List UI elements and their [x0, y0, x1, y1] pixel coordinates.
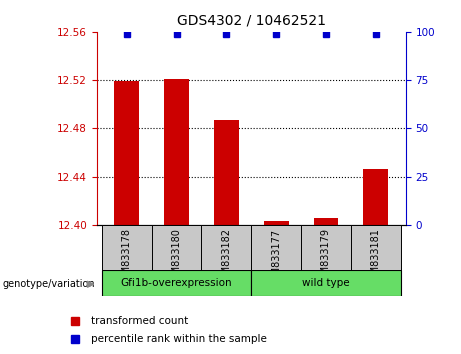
- Bar: [164, 79, 189, 225]
- Text: GSM833182: GSM833182: [221, 228, 231, 287]
- Text: wild type: wild type: [302, 278, 350, 288]
- Text: transformed count: transformed count: [90, 316, 188, 326]
- Bar: [251, 225, 301, 271]
- Text: Gfi1b-overexpression: Gfi1b-overexpression: [121, 278, 232, 288]
- Text: GSM833181: GSM833181: [371, 228, 381, 287]
- Text: genotype/variation: genotype/variation: [2, 279, 95, 289]
- Bar: [264, 221, 289, 225]
- Bar: [152, 225, 201, 271]
- Bar: [363, 169, 388, 225]
- Bar: [114, 81, 139, 225]
- Bar: [102, 270, 251, 296]
- Bar: [102, 225, 152, 271]
- Bar: [201, 225, 251, 271]
- Title: GDS4302 / 10462521: GDS4302 / 10462521: [177, 14, 326, 28]
- Text: GSM833179: GSM833179: [321, 228, 331, 287]
- Text: GSM833178: GSM833178: [122, 228, 132, 287]
- Bar: [251, 270, 401, 296]
- Bar: [214, 120, 239, 225]
- Bar: [351, 225, 401, 271]
- Text: GSM833177: GSM833177: [271, 228, 281, 287]
- Text: GSM833180: GSM833180: [171, 228, 182, 287]
- Text: percentile rank within the sample: percentile rank within the sample: [90, 334, 266, 344]
- Bar: [301, 225, 351, 271]
- Bar: [313, 218, 338, 225]
